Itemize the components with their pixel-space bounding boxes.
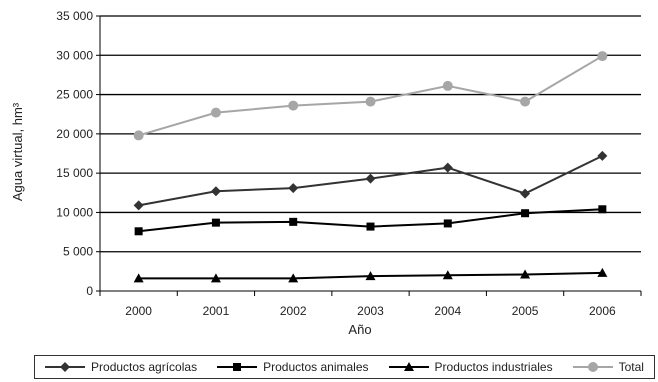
data-point [442,162,453,173]
legend-item: Total [572,360,644,374]
legend-label: Productos industriales [434,360,553,374]
data-point [210,186,221,197]
data-point [288,183,299,194]
series-3 [133,51,608,141]
legend-swatch [572,362,613,372]
x-tick-label: 2001 [203,304,230,318]
series-group [133,51,608,283]
y-tick-label: 25 000 [56,88,93,102]
data-point [133,130,144,141]
legend-item: Productos animales [217,360,369,374]
legend: Productos agrícolas Productos animales Pro… [34,355,655,379]
series-2 [133,267,608,283]
series-line [138,55,603,137]
line-chart: 0 5 000 10 000 15 000 20 000 25 000 30 000 35 0… [10,9,642,337]
x-axis-label: Año [348,322,371,337]
x-tick-label: 2005 [512,304,539,318]
legend-label: Productos agrícolas [91,360,198,374]
y-tick-label: 5 000 [63,245,93,259]
data-point [133,200,144,211]
axes [96,15,642,296]
data-point [365,96,376,107]
data-point [211,218,220,227]
legend-item: Productos agrícolas [45,360,197,374]
data-point [598,205,607,214]
y-tick-label: 20 000 [56,127,93,141]
data-point [520,269,531,279]
data-point [443,219,452,228]
x-tick-labels: 2000 2001 2002 2003 2004 2005 2006 [125,304,616,318]
series-1 [134,205,607,236]
legend-label: Total [618,360,644,374]
legend-swatch [217,363,258,371]
legend-swatch [45,362,86,372]
x-tick-label: 2004 [434,304,461,318]
legend-item: Productos industriales [388,360,553,374]
y-tick-label: 30 000 [56,48,93,62]
y-tick-label: 35 000 [56,9,93,23]
y-tick-labels: 0 5 000 10 000 15 000 20 000 25 000 30 000 35 0… [56,9,93,298]
data-point [365,173,376,184]
data-point [366,222,375,231]
data-point [597,51,608,62]
legend-label: Productos animales [263,360,369,374]
data-point [210,273,221,283]
legend-swatch [388,362,429,371]
x-tick-label: 2000 [125,304,152,318]
data-point [210,107,221,118]
data-point [442,80,453,91]
x-tick-label: 2002 [280,304,307,318]
y-axis-label: Agua virtual, hm³ [10,102,25,201]
data-point [442,270,453,280]
data-point [597,267,608,277]
data-point [521,209,530,218]
data-point [520,188,531,199]
data-point [288,100,299,111]
y-tick-label: 15 000 [56,166,93,180]
data-point [133,273,144,283]
x-tick-label: 2006 [589,304,616,318]
data-point [520,96,531,107]
data-point [288,273,299,283]
data-point [289,217,298,226]
y-tick-label: 10 000 [56,205,93,219]
data-point [134,227,143,236]
x-tick-label: 2003 [357,304,384,318]
data-point [365,271,376,281]
y-tick-label: 0 [86,284,93,298]
gridlines [100,15,641,253]
series-0 [133,150,608,211]
data-point [597,150,608,161]
